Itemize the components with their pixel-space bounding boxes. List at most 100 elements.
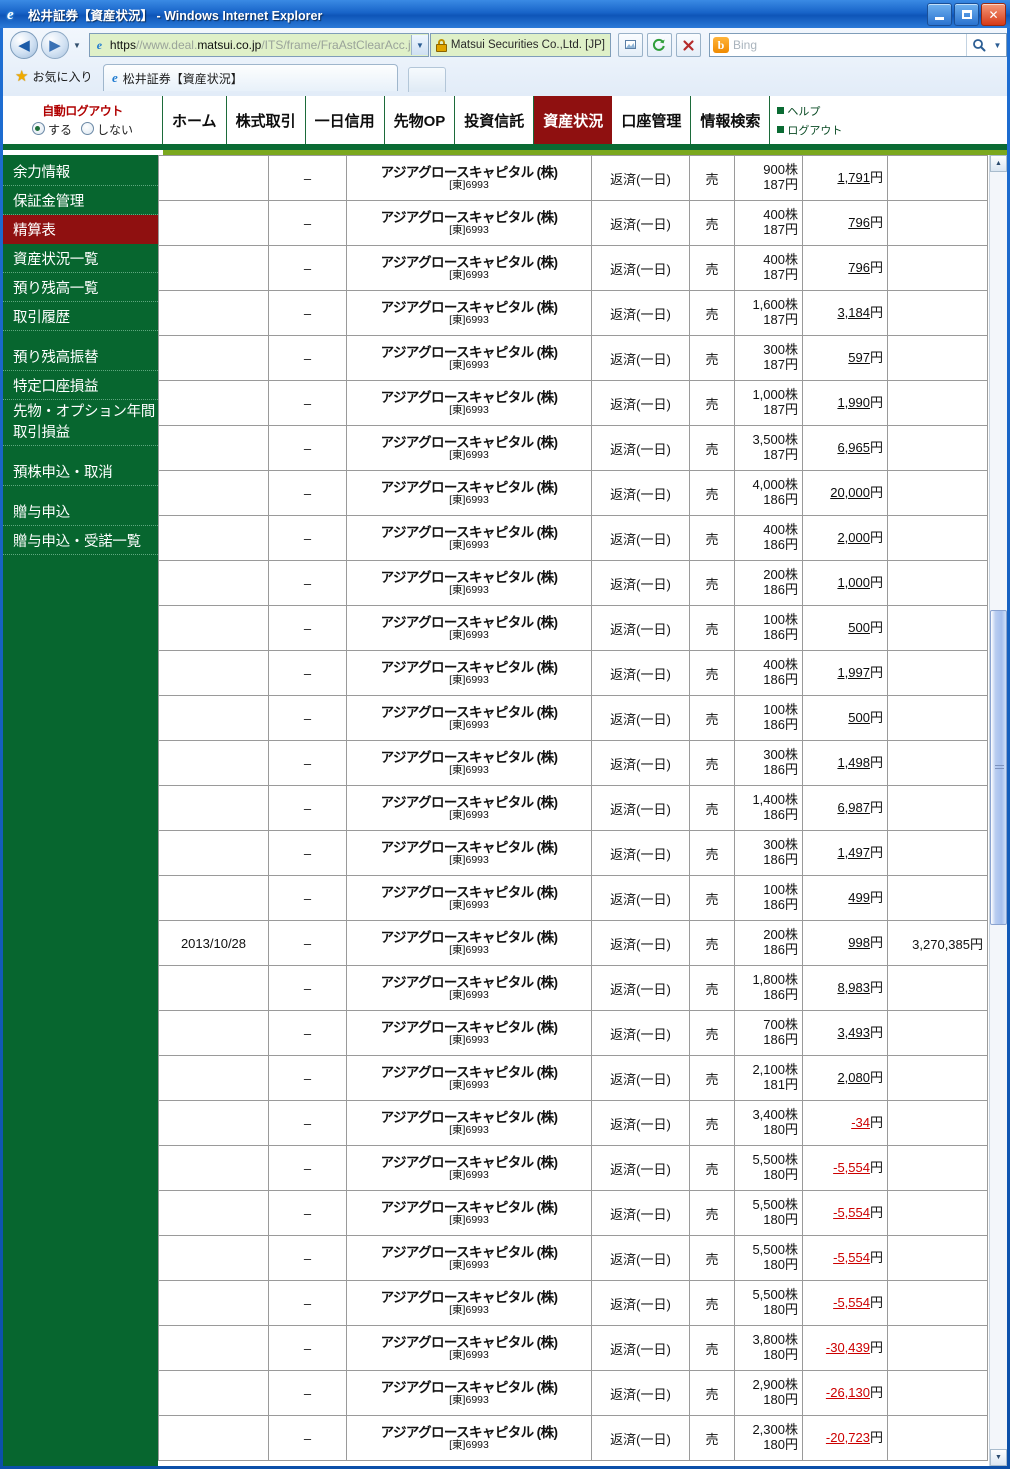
nav-item-asset-status[interactable]: 資産状況: [534, 96, 613, 144]
sidebar-item-seisanhyo[interactable]: 精算表: [3, 215, 158, 244]
amount-link[interactable]: 1,498: [837, 754, 870, 770]
search-box[interactable]: b Bing ▼: [708, 33, 1007, 57]
nav-item-futures-op[interactable]: 先物OP: [385, 96, 456, 144]
refresh-icon[interactable]: [646, 33, 672, 57]
cell-stock-name: アジアグロースキャピタル (株) [東]6993: [346, 920, 592, 966]
search-go-button[interactable]: [966, 34, 991, 56]
auto-logout-on-radio[interactable]: する: [31, 121, 72, 138]
sidebar-item-azukari-zandaka[interactable]: 預り残高一覧: [3, 273, 158, 302]
amount-link[interactable]: 796: [848, 214, 870, 230]
cell-amount: -5,554円: [802, 1145, 888, 1191]
table-row: – アジアグロースキャピタル (株) [東]6993 返済(一日) 売 2,900株 180…: [158, 1370, 988, 1416]
scrollbar-thumb[interactable]: [990, 610, 1007, 925]
address-dropdown-icon[interactable]: ▼: [410, 35, 428, 55]
back-button[interactable]: ◀: [10, 31, 38, 59]
amount-link[interactable]: -5,554: [833, 1204, 870, 1220]
cell-stock-name: アジアグロースキャピタル (株) [東]6993: [346, 1010, 592, 1056]
nav-item-mutual-fund[interactable]: 投資信託: [455, 96, 535, 144]
close-button[interactable]: ✕: [981, 3, 1006, 26]
nav-item-info-search[interactable]: 情報検索: [691, 96, 771, 144]
amount-link[interactable]: 6,987: [837, 799, 870, 815]
amount-link[interactable]: 1,990: [837, 394, 870, 410]
cell-account: –: [268, 155, 347, 201]
amount-link[interactable]: 2,000: [837, 529, 870, 545]
sidebar-item-azukekabu[interactable]: 預株申込・取消: [3, 457, 158, 486]
amount-link[interactable]: -5,554: [833, 1249, 870, 1265]
amount-link[interactable]: 2,080: [837, 1069, 870, 1085]
scroll-down-button[interactable]: ▼: [990, 1449, 1007, 1466]
tab-asset-status[interactable]: e 松井証券【資産状況】: [103, 64, 398, 91]
forward-button[interactable]: ▶: [41, 31, 69, 59]
amount-link[interactable]: 3,493: [837, 1024, 870, 1040]
nav-item-day-margin[interactable]: 一日信用: [306, 96, 385, 144]
amount-link[interactable]: -26,130: [825, 1384, 870, 1400]
amount-link[interactable]: -5,554: [833, 1294, 870, 1310]
amount-link[interactable]: 500: [848, 709, 870, 725]
sidebar-item-zandaka-furikae[interactable]: 預り残高振替: [3, 342, 158, 371]
maximize-button[interactable]: [954, 3, 979, 26]
amount-link[interactable]: 1,791: [837, 169, 870, 185]
favorites-button[interactable]: ★ お気に入り: [9, 64, 98, 88]
sidebar-item-shisan-ichiran[interactable]: 資産状況一覧: [3, 244, 158, 273]
sidebar-item-hoshokin[interactable]: 保証金管理: [3, 186, 158, 215]
amount-link[interactable]: -30,439: [825, 1339, 870, 1355]
amount-link[interactable]: 20,000: [830, 484, 870, 500]
amount-link[interactable]: 3,184: [837, 304, 870, 320]
amount-link[interactable]: -34: [851, 1114, 870, 1130]
auto-logout-off-radio[interactable]: しない: [81, 121, 133, 138]
address-bar[interactable]: e https//www.deal.matsui.co.jp/ITS/frame…: [88, 33, 429, 57]
amount-link[interactable]: 499: [848, 889, 870, 905]
sidebar-item-futures-option-pl[interactable]: 先物・オプション年間取引損益: [3, 400, 158, 446]
cell-trade-side: 売: [689, 965, 735, 1011]
cell-amount: 500円: [802, 695, 888, 741]
cell-quantity-price: 100株 186円: [734, 605, 803, 651]
nav-item-stock-trade[interactable]: 株式取引: [227, 96, 306, 144]
minimize-button[interactable]: [927, 3, 952, 26]
logout-link[interactable]: ログアウト: [777, 122, 1007, 138]
cell-date: [158, 1190, 269, 1236]
amount-link[interactable]: 6,965: [837, 439, 870, 455]
table-row: – アジアグロースキャピタル (株) [東]6993 返済(一日) 売 5,500株 180…: [158, 1235, 988, 1281]
amount-link[interactable]: 1,000: [837, 574, 870, 590]
amount-link[interactable]: -5,554: [833, 1159, 870, 1175]
vertical-scrollbar[interactable]: ▲ ▼: [989, 155, 1007, 1466]
search-dropdown-icon[interactable]: ▼: [993, 40, 1002, 50]
cell-quantity-price: 2,900株 180円: [734, 1370, 803, 1416]
help-link[interactable]: ヘルプ: [777, 103, 1007, 119]
cell-date: [158, 740, 269, 786]
amount-link[interactable]: 1,997: [837, 664, 870, 680]
amount-link[interactable]: 796: [848, 259, 870, 275]
cell-trade-kind: 返済(一日): [591, 245, 690, 291]
nav-item-home[interactable]: ホーム: [163, 96, 227, 144]
scroll-up-button[interactable]: ▲: [990, 155, 1007, 172]
cell-account: –: [268, 290, 347, 336]
history-dropdown-icon[interactable]: ▼: [73, 40, 81, 50]
cell-quantity-price: 3,500株 187円: [734, 425, 803, 471]
nav-item-account-mgmt[interactable]: 口座管理: [612, 96, 692, 144]
cell-stock-name: アジアグロースキャピタル (株) [東]6993: [346, 695, 592, 741]
table-row: – アジアグロースキャピタル (株) [東]6993 返済(一日) 売 300株 186円 1…: [158, 830, 988, 876]
yen-suffix: 円: [869, 709, 883, 725]
compatibility-view-icon[interactable]: [617, 33, 643, 57]
amount-link[interactable]: 998: [848, 934, 870, 950]
new-tab-button[interactable]: [408, 67, 446, 92]
sidebar-item-torihiki-rireki[interactable]: 取引履歴: [3, 302, 158, 331]
stop-icon[interactable]: [675, 33, 701, 57]
amount-link[interactable]: 500: [848, 619, 870, 635]
cell-account: –: [268, 1415, 347, 1461]
sidebar-item-zoyo-juda-ichiran[interactable]: 贈与申込・受諾一覧: [3, 526, 158, 555]
cell-date: [158, 1010, 269, 1056]
cell-trade-side: 売: [689, 1145, 735, 1191]
amount-link[interactable]: 1,497: [837, 844, 870, 860]
cell-quantity-price: 100株 186円: [734, 875, 803, 921]
cell-stock-name: アジアグロースキャピタル (株) [東]6993: [346, 650, 592, 696]
search-input[interactable]: Bing: [732, 38, 757, 52]
amount-link[interactable]: 597: [848, 349, 870, 365]
security-certificate-badge[interactable]: Matsui Securities Co.,Ltd. [JP]: [429, 33, 611, 57]
amount-link[interactable]: -20,723: [825, 1429, 870, 1445]
sidebar-item-zoyo-moshikomi[interactable]: 贈与申込: [3, 497, 158, 526]
cell-total: [887, 1235, 988, 1281]
amount-link[interactable]: 8,983: [837, 979, 870, 995]
sidebar-item-tokutei-koza[interactable]: 特定口座損益: [3, 371, 158, 400]
sidebar-item-yoryoku[interactable]: 余力情報: [3, 157, 158, 186]
